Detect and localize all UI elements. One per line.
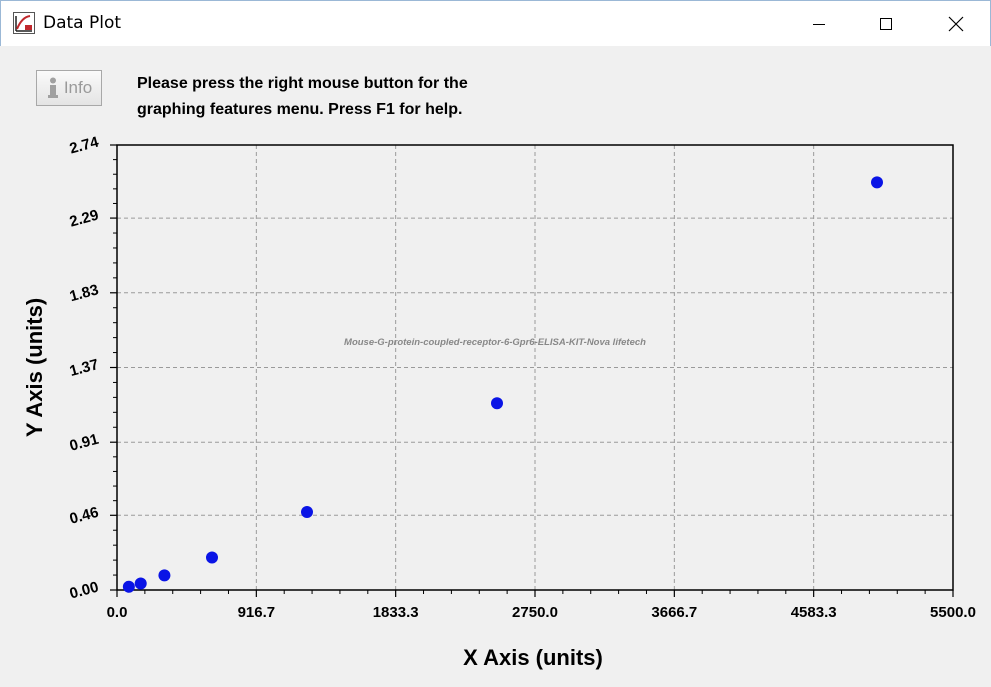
- grid-lines: [117, 145, 953, 590]
- instruction-text: Please press the right mouse button for …: [137, 71, 567, 123]
- data-point: [871, 176, 883, 189]
- x-tick-label: 916.7: [238, 604, 276, 621]
- x-tick-label: 1833.3: [373, 604, 419, 621]
- minimize-button[interactable]: [796, 1, 842, 47]
- x-axis-label: X Axis (units): [463, 645, 603, 670]
- minor-ticks: [113, 159, 926, 594]
- maximize-icon: [880, 18, 892, 30]
- watermark-text: Mouse-G-protein-coupled-receptor-6-Gpr6-…: [344, 337, 646, 348]
- data-point: [491, 397, 503, 410]
- x-tick-label: 2750.0: [512, 604, 558, 621]
- title-bar: Data Plot: [0, 0, 991, 46]
- info-button[interactable]: Info: [36, 70, 102, 106]
- y-tick-label: 0.91: [68, 431, 101, 455]
- y-tick-label: 0.46: [68, 504, 101, 528]
- y-axis-ticks: 0.00 0.46 0.91 1.37 1.83 2.29 2.74: [68, 133, 117, 602]
- y-tick-label: 2.74: [68, 133, 101, 157]
- close-button[interactable]: [933, 1, 979, 47]
- info-button-label: Info: [63, 78, 93, 97]
- app-icon: [13, 12, 35, 34]
- x-tick-label: 3666.7: [651, 604, 697, 621]
- data-point: [134, 577, 147, 590]
- minimize-icon: [813, 24, 825, 25]
- x-axis-ticks: 0.0 916.7 1833.3 2750.0 3666.7 4583.3 5500.0: [107, 590, 976, 621]
- data-point: [206, 551, 218, 564]
- data-points: [122, 176, 883, 593]
- data-point: [301, 506, 313, 519]
- y-tick-label: 1.37: [68, 356, 101, 380]
- x-tick-label: 0.0: [107, 604, 128, 621]
- instruction-line-1: Please press the right mouse button for …: [137, 75, 468, 92]
- x-tick-label: 5500.0: [930, 604, 976, 621]
- y-tick-label: 2.29: [68, 207, 101, 231]
- info-icon: [47, 77, 58, 98]
- maximize-button[interactable]: [863, 1, 909, 47]
- y-axis-label: Y Axis (units): [22, 298, 47, 437]
- window-title: Data Plot: [43, 13, 122, 33]
- close-icon: [948, 16, 964, 32]
- data-point: [158, 569, 171, 582]
- x-tick-label: 4583.3: [791, 604, 837, 621]
- y-tick-label: 1.83: [68, 281, 101, 305]
- instruction-line-2: graphing features menu. Press F1 for hel…: [137, 101, 463, 118]
- data-point: [122, 580, 135, 593]
- y-tick-label: 0.00: [68, 578, 101, 602]
